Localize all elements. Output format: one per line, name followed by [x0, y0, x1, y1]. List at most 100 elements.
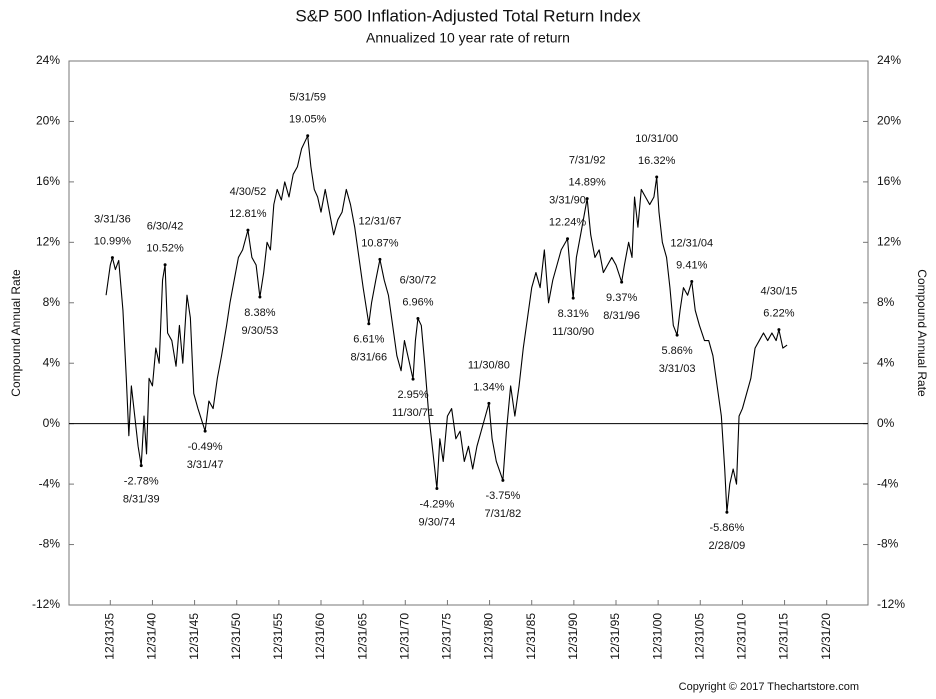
x-tick-label: 12/31/35 — [102, 613, 116, 660]
x-tick-label: 12/31/15 — [777, 613, 791, 660]
annotation-point — [246, 228, 250, 232]
x-tick-label: 12/31/75 — [440, 613, 454, 660]
annotation-value: 16.32% — [638, 155, 676, 167]
annotation-point — [655, 175, 659, 179]
annotation-point — [487, 401, 491, 405]
y-tick-label: 0% — [43, 416, 61, 430]
annotation-date: 10/31/00 — [635, 133, 678, 145]
y-axis-label: Compound Annual Rate — [9, 269, 23, 397]
y2-tick-label: 16% — [877, 174, 901, 188]
annotation-date: 8/31/96 — [603, 310, 640, 322]
annotation-date: 2/28/09 — [709, 540, 746, 552]
annotation-value: -2.78% — [124, 476, 159, 488]
annotation-point — [203, 429, 207, 433]
data-line — [105, 135, 788, 513]
annotation-date: 6/30/42 — [147, 221, 184, 233]
y2-tick-label: 0% — [877, 416, 895, 430]
annotation-point — [675, 333, 679, 337]
annotation-date: 8/31/66 — [350, 352, 387, 364]
annotation-value: 9.37% — [606, 292, 637, 304]
y-tick-label: -8% — [39, 537, 61, 551]
annotation-value: 8.31% — [558, 308, 589, 320]
y2-tick-label: 4% — [877, 355, 895, 369]
annotation-date: 3/31/03 — [659, 363, 696, 375]
chart-subtitle: Annualized 10 year rate of return — [366, 30, 570, 46]
annotation-point — [110, 256, 114, 260]
annotation-value: 6.22% — [763, 308, 794, 320]
annotation-point — [416, 316, 420, 320]
x-tick-label: 12/31/60 — [313, 613, 327, 660]
annotation-point — [139, 464, 143, 468]
y-tick-label: -4% — [39, 476, 61, 490]
annotation-point — [725, 510, 729, 514]
annotation-value: 2.95% — [397, 389, 428, 401]
x-tick-label: 12/31/85 — [524, 613, 538, 660]
x-tick-label: 12/31/90 — [566, 613, 580, 660]
annotation-point — [566, 237, 570, 241]
x-tick-label: 12/31/00 — [650, 613, 664, 660]
y2-tick-label: -8% — [877, 537, 899, 551]
annotation-date: 3/31/36 — [94, 214, 131, 226]
annotation-point — [258, 295, 262, 299]
annotation-date: 9/30/53 — [242, 325, 279, 337]
annotation-value: 6.61% — [353, 334, 384, 346]
y2-tick-label: 24% — [877, 53, 901, 67]
annotation-value: -4.29% — [419, 498, 454, 510]
annotation-value: 12.24% — [549, 217, 587, 229]
annotation-date: 4/30/52 — [230, 186, 267, 198]
y2-tick-label: 8% — [877, 295, 895, 309]
annotation-date: 11/30/71 — [392, 407, 434, 419]
x-tick-label: 12/31/50 — [229, 613, 243, 660]
x-tick-label: 12/31/65 — [355, 613, 369, 660]
annotation-point — [620, 280, 624, 284]
annotation-point — [777, 328, 781, 332]
y2-tick-label: -4% — [877, 476, 899, 490]
annotation-date: 8/31/39 — [123, 494, 160, 506]
y-tick-label: 16% — [36, 174, 60, 188]
annotation-value: 1.34% — [473, 381, 504, 393]
annotation-date: 4/30/15 — [761, 286, 798, 298]
x-tick-label: 12/31/95 — [608, 613, 622, 660]
annotation-value: 5.86% — [661, 345, 692, 357]
y2-axis-label: Compound Annual Rate — [915, 269, 929, 397]
annotation-date: 7/31/92 — [569, 155, 606, 167]
chart-title: S&P 500 Inflation-Adjusted Total Return … — [295, 6, 641, 25]
annotation-point — [435, 486, 439, 490]
annotation-value: 12.81% — [229, 208, 267, 220]
annotation-value: 9.41% — [676, 259, 707, 271]
annotation-point — [571, 296, 575, 300]
annotation-value: 10.99% — [94, 236, 132, 248]
annotation-value: 10.52% — [146, 243, 184, 255]
y-tick-label: -12% — [32, 597, 60, 611]
annotation-point — [690, 279, 694, 283]
x-tick-label: 12/31/05 — [692, 613, 706, 660]
x-tick-label: 12/31/80 — [482, 613, 496, 660]
annotation-value: -0.49% — [188, 441, 223, 453]
x-tick-label: 12/31/20 — [819, 613, 833, 660]
annotation-value: 19.05% — [289, 114, 327, 126]
annotation-point — [367, 322, 371, 326]
y2-tick-label: 20% — [877, 114, 901, 128]
x-tick-label: 12/31/40 — [145, 613, 159, 660]
plot-frame — [68, 60, 869, 606]
annotation-date: 3/31/47 — [187, 459, 224, 471]
annotation-date: 11/30/90 — [552, 326, 594, 338]
x-tick-label: 12/31/45 — [187, 613, 201, 660]
annotation-value: 14.89% — [569, 177, 607, 189]
annotation-date: 3/31/90 — [549, 195, 586, 207]
x-tick-label: 12/31/10 — [735, 613, 749, 660]
copyright: Copyright © 2017 Thechartstore.com — [679, 681, 859, 693]
annotation-date: 5/31/59 — [289, 92, 326, 104]
y-tick-label: 20% — [36, 114, 60, 128]
y-tick-label: 24% — [36, 53, 60, 67]
annotation-value: -3.75% — [485, 490, 520, 502]
annotation-point — [585, 197, 589, 201]
annotation-value: 6.96% — [402, 296, 433, 308]
annotation-value: 10.87% — [361, 237, 399, 249]
y2-tick-label: 12% — [877, 235, 901, 249]
annotation-point — [411, 377, 415, 381]
annotation-date: 11/30/80 — [468, 359, 510, 371]
y-tick-label: 12% — [36, 235, 60, 249]
y2-tick-label: -12% — [877, 597, 905, 611]
